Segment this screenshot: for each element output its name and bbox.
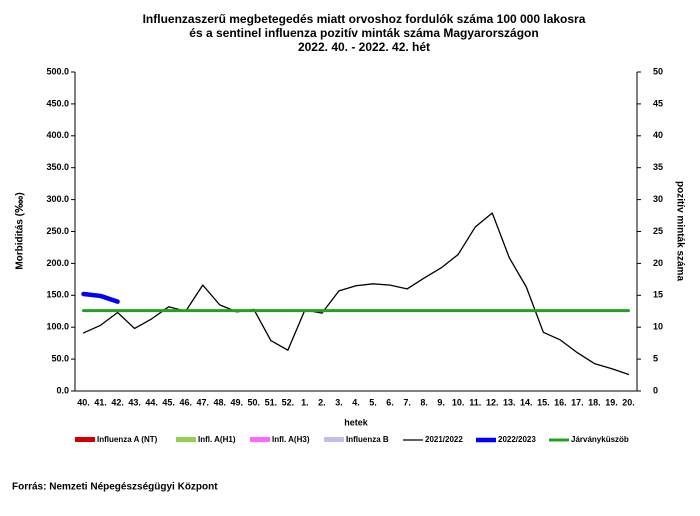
y-tick-label: 250.0 xyxy=(46,226,69,236)
x-tick-label: 9. xyxy=(437,397,445,407)
legend-label: Influenza A (NT) xyxy=(97,435,158,444)
x-tick-label: 46. xyxy=(179,397,192,407)
y-tick-label: 200.0 xyxy=(46,258,69,268)
legend-label: Infl. A(H3) xyxy=(272,435,310,444)
y2-tick-label: 40 xyxy=(653,130,663,140)
y2-tick-label: 20 xyxy=(653,258,663,268)
y2-tick-label: 15 xyxy=(653,290,663,300)
x-tick-label: 14. xyxy=(520,397,533,407)
x-tick-label: 47. xyxy=(196,397,209,407)
y2-tick-label: 10 xyxy=(653,322,663,332)
source-note: Forrás: Nemzeti Népegészségügyi Központ xyxy=(12,482,218,493)
y-tick-label: 450.0 xyxy=(46,98,69,108)
x-tick-label: 10. xyxy=(452,397,465,407)
x-tick-label: 20. xyxy=(622,397,635,407)
x-tick-label: 18. xyxy=(588,397,601,407)
x-tick-label: 7. xyxy=(403,397,411,407)
legend-label: Influenza B xyxy=(346,435,389,444)
x-tick-label: 43. xyxy=(128,397,141,407)
x-tick-label: 50. xyxy=(248,397,261,407)
y2-tick-label: 5 xyxy=(653,353,658,363)
y-axis-label: Morbiditás (‱) xyxy=(15,192,26,269)
y-tick-label: 350.0 xyxy=(46,162,69,172)
chart-title: 2022. 40. - 2022. 42. hét xyxy=(298,40,430,54)
x-tick-label: 1. xyxy=(301,397,309,407)
y2-tick-label: 50 xyxy=(653,66,663,76)
chart-title: és a sentinel influenza pozitív minták s… xyxy=(189,26,538,40)
x-tick-label: 19. xyxy=(605,397,618,407)
y-tick-label: 150.0 xyxy=(46,290,69,300)
x-tick-label: 15. xyxy=(537,397,550,407)
x-tick-label: 45. xyxy=(162,397,175,407)
y2-tick-label: 35 xyxy=(653,162,663,172)
x-tick-label: 42. xyxy=(111,397,124,407)
x-tick-label: 8. xyxy=(420,397,428,407)
legend-label: 2022/2023 xyxy=(498,435,536,444)
x-tick-label: 5. xyxy=(369,397,377,407)
chart-title: Influenzaszerű megbetegedés miatt orvosh… xyxy=(143,12,586,26)
legend-swatch xyxy=(250,437,270,442)
line-series xyxy=(82,212,630,376)
y2-tick-label: 45 xyxy=(653,98,663,108)
x-tick-label: 49. xyxy=(231,397,244,407)
y-tick-label: 500.0 xyxy=(46,66,69,76)
x-tick-label: 51. xyxy=(265,397,278,407)
legend-label: 2021/2022 xyxy=(425,435,463,444)
legend-swatch xyxy=(176,437,196,442)
x-tick-label: 48. xyxy=(213,397,226,407)
y2-tick-label: 30 xyxy=(653,194,663,204)
x-tick-label: 17. xyxy=(571,397,584,407)
x-tick-label: 3. xyxy=(335,397,343,407)
x-tick-label: 44. xyxy=(145,397,158,407)
y-tick-label: 50.0 xyxy=(51,353,69,363)
y-tick-label: 300.0 xyxy=(46,194,69,204)
y2-tick-label: 25 xyxy=(653,226,663,236)
x-tick-label: 2. xyxy=(318,397,326,407)
x-tick-label: 41. xyxy=(94,397,107,407)
x-tick-label: 16. xyxy=(554,397,567,407)
legend-label: Járványküszöb xyxy=(571,435,629,444)
line-series xyxy=(81,291,120,304)
legend-swatch xyxy=(75,437,95,442)
x-tick-label: 40. xyxy=(77,397,90,407)
x-tick-label: 52. xyxy=(282,397,295,407)
y-tick-label: 100.0 xyxy=(46,322,69,332)
x-tick-label: 12. xyxy=(486,397,499,407)
x-tick-label: 11. xyxy=(469,397,481,407)
legend-swatch xyxy=(324,437,344,442)
x-tick-label: 4. xyxy=(352,397,360,407)
x-tick-label: 13. xyxy=(503,397,516,407)
legend-label: Infl. A(H1) xyxy=(198,435,236,444)
x-tick-label: 6. xyxy=(386,397,394,407)
y2-axis-label: pozitív minták száma xyxy=(674,181,685,281)
y-tick-label: 0.0 xyxy=(56,385,69,395)
y2-tick-label: 0 xyxy=(653,385,658,395)
y-tick-label: 400.0 xyxy=(46,130,69,140)
x-axis-label: hetek xyxy=(344,417,369,427)
